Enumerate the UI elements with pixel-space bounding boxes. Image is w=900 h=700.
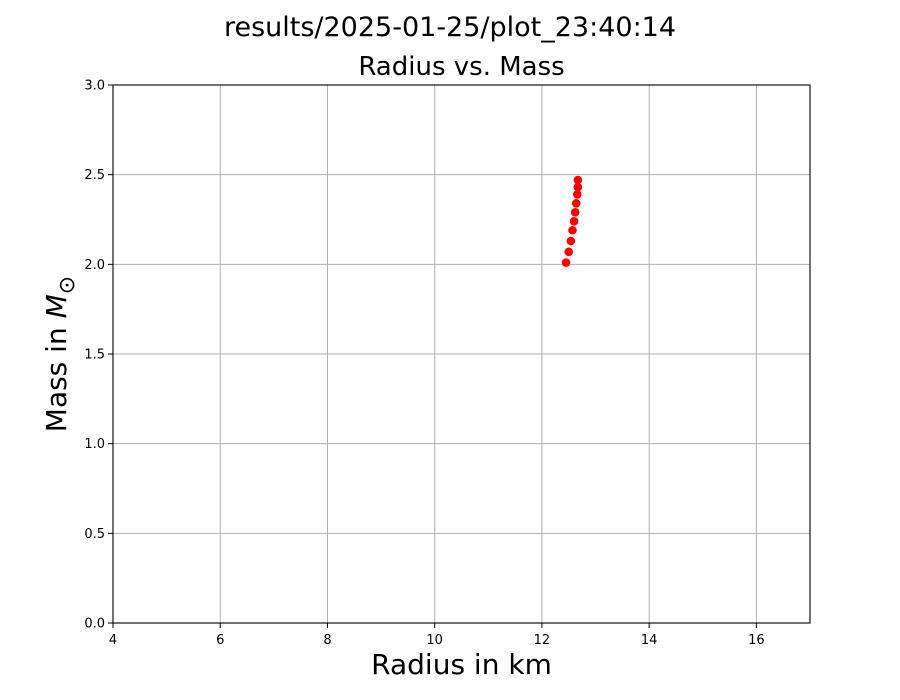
data-point [566, 236, 576, 246]
x-tick-label: 8 [323, 633, 331, 648]
y-tick-label: 2.5 [84, 168, 105, 183]
data-point [571, 199, 581, 208]
data-point [573, 190, 582, 199]
y-tick-label: 1.5 [84, 348, 105, 363]
y-tick-label: 3.0 [84, 79, 105, 94]
data-point [568, 225, 577, 235]
data-points [561, 175, 583, 267]
data-point [569, 216, 579, 226]
y-axis-label: Mass in M⊙ [40, 276, 80, 432]
x-tick-label: 16 [748, 633, 765, 648]
y-tick-label: 0.5 [84, 527, 105, 542]
data-point [570, 208, 580, 217]
x-tick-label: 10 [426, 633, 443, 648]
x-tick-label: 14 [641, 633, 658, 648]
data-point [561, 258, 571, 267]
x-axis-label: Radius in km [371, 648, 552, 681]
y-axis-label-subscript: ⊙ [55, 276, 80, 294]
grid [112, 84, 810, 624]
data-point [564, 247, 574, 257]
x-tick-label: 6 [216, 633, 224, 648]
x-tick-label: 12 [534, 633, 551, 648]
chart-title: Radius vs. Mass [358, 52, 564, 82]
data-point [573, 175, 583, 185]
data-point [573, 182, 583, 192]
plot-frame [112, 84, 811, 624]
y-tick-label: 0.0 [84, 617, 105, 632]
y-axis-label-symbol: M [40, 294, 73, 318]
y-tick-label: 2.0 [84, 258, 105, 273]
ticks: 4 6 8 10 12 14 16 0.0 0.5 1.0 1.5 2.0 2.5 3.0 [84, 79, 764, 649]
chart-suptitle: results/2025-01-25/plot_23:40:14 [224, 12, 676, 43]
y-axis-label-text: Mass in [40, 318, 73, 432]
x-tick-label: 4 [109, 633, 117, 648]
y-tick-label: 1.0 [84, 437, 105, 452]
